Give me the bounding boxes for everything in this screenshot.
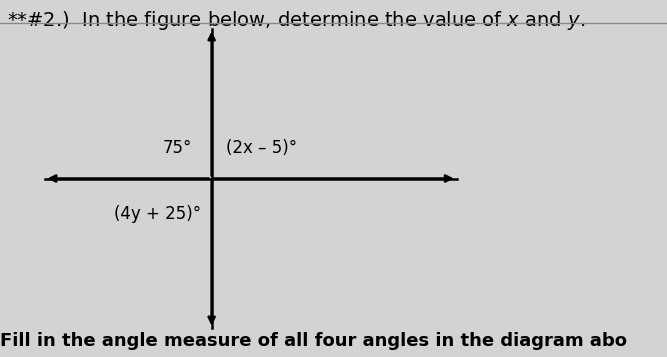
Text: (2x – 5)°: (2x – 5)° <box>225 139 297 157</box>
Text: **#2.)  In the figure below, determine the value of $x$ and $y$.: **#2.) In the figure below, determine th… <box>7 9 585 32</box>
Text: 75°: 75° <box>163 139 192 157</box>
Text: (4y + 25)°: (4y + 25)° <box>114 205 201 223</box>
Text: Fill in the angle measure of all four angles in the diagram abo: Fill in the angle measure of all four an… <box>0 332 627 350</box>
